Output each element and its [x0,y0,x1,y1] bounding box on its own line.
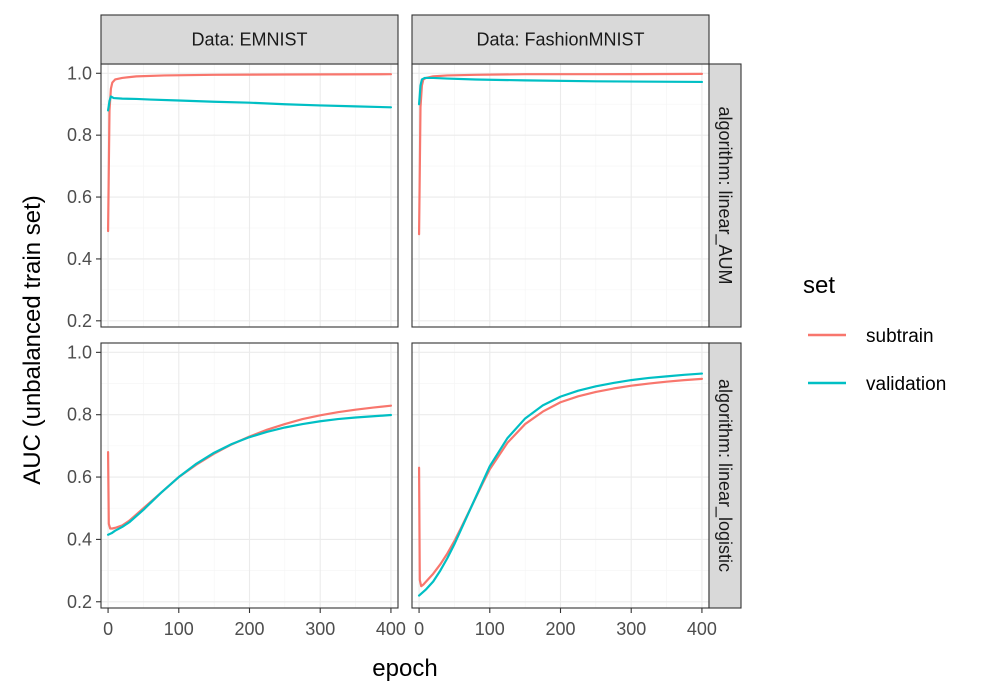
strip-background [708,342,742,609]
x-axis-title: epoch [372,655,437,682]
y-tick-label: 0.2 [67,311,92,331]
facet-strip-column: Data: FashionMNIST [411,14,710,65]
y-axis-title: AUC (unbalanced train set) [19,195,46,484]
series-line-validation [417,76,704,106]
x-tick-label: 0 [103,619,113,639]
facet-strip-row: algorithm: linear_logistic [708,342,742,609]
strip-label-column: Data: EMNIST [191,30,307,50]
series-line-subtrain [417,377,704,588]
panel-data-emnist-algorithm-linear-aum [100,63,399,328]
legend-entry-validation: validation [808,374,946,395]
x-tick-label: 100 [475,619,505,639]
series-line-subtrain [417,72,704,236]
y-tick-label: 0.8 [67,125,92,145]
legend: set subtrain validation [803,272,946,395]
x-tick-label: 200 [234,619,264,639]
strip-label-row: algorithm: linear_AUM [714,106,735,284]
panels-layer [100,63,710,609]
x-tick-label: 0 [414,619,424,639]
panel-data-emnist-algorithm-linear-logistic [100,342,399,609]
x-tick-label: 300 [305,619,335,639]
strips-layer: Data: EMNIST Data: FashionMNIST algorithm:… [100,14,742,609]
y-tick-label: 0.4 [67,249,92,269]
facet-strip-column: Data: EMNIST [100,14,399,65]
y-tick-label: 0.2 [67,592,92,612]
x-tick-label: 300 [616,619,646,639]
series-line-validation [106,95,393,112]
axes-layer: 0.2 0.4 0.6 0.8 1.0 0.2 0.4 0.6 0.8 1.0 0 100 200 300… [67,63,717,639]
y-tick-label: 0.8 [67,405,92,425]
legend-label: subtrain [866,326,934,347]
y-tick-label: 1.0 [67,342,92,362]
facet-strip-row: algorithm: linear_AUM [708,63,742,328]
strip-label-row: algorithm: linear_logistic [714,379,735,572]
series-line-validation [417,372,704,597]
series-line-validation [106,413,393,536]
legend-entry-subtrain: subtrain [808,326,934,347]
strip-background [100,14,399,65]
x-tick-label: 400 [376,619,406,639]
y-tick-label: 0.4 [67,529,92,549]
y-tick-label: 0.6 [67,467,92,487]
panel-data-fashionmnist-algorithm-linear-logistic [411,342,710,609]
x-tick-label: 100 [164,619,194,639]
x-tick-label: 400 [687,619,717,639]
y-tick-label: 0.6 [67,187,92,207]
legend-label: validation [866,374,946,395]
strip-background [411,14,710,65]
x-tick-label: 200 [545,619,575,639]
strip-label-column: Data: FashionMNIST [476,30,644,50]
panel-data-fashionmnist-algorithm-linear-aum [411,63,710,328]
y-tick-label: 1.0 [67,63,92,83]
legend-title: set [803,272,835,299]
strip-background [708,63,742,328]
